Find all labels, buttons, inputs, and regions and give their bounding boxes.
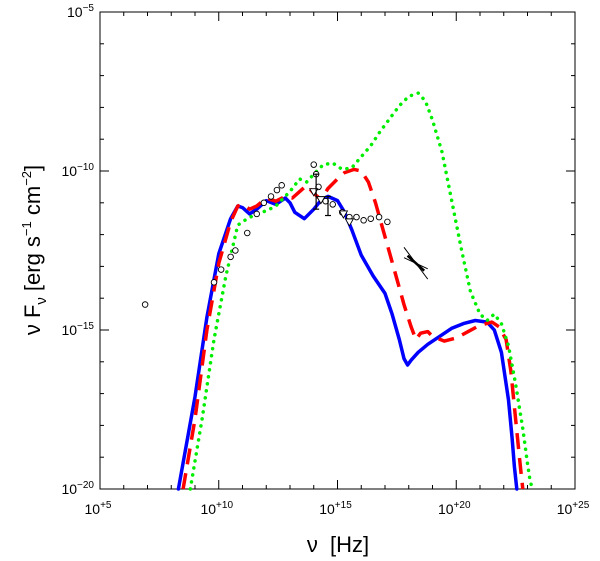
x-tick-label: 10+15 — [319, 500, 352, 517]
bowtie-center — [406, 254, 426, 272]
y-axis-title: ν Fν [erg s−1 cm−2] — [19, 165, 50, 335]
y-tick-label: 10−20 — [61, 480, 94, 497]
observation-point — [384, 218, 391, 226]
upper-limit-marker — [338, 210, 349, 219]
y-axis-unit-open: [erg s — [20, 236, 45, 291]
observation-point — [243, 229, 251, 237]
y-tick-label: 10−15 — [61, 321, 94, 338]
observation-point — [367, 215, 375, 222]
x-tick-label: 10+25 — [557, 500, 590, 517]
observation-point — [232, 247, 239, 254]
x-tick-label: 10+5 — [85, 500, 112, 517]
observation-point — [260, 199, 268, 207]
x-tick-label: 10+10 — [200, 500, 233, 517]
axis-ticks — [99, 11, 576, 490]
x-tick-label: 10+20 — [438, 500, 471, 517]
model-dashed-red — [181, 167, 525, 490]
observation-point — [210, 279, 218, 286]
y-tick-label: 10−10 — [61, 162, 94, 179]
observation-point — [253, 210, 260, 218]
observation-point — [141, 301, 149, 308]
y-tick-label: 10−5 — [67, 3, 94, 20]
series-layer — [176, 91, 535, 491]
observation-point — [353, 213, 360, 221]
y-axis-sup2: −2 — [19, 171, 34, 186]
observation-point — [278, 182, 285, 189]
plot-frame — [99, 11, 576, 490]
y-axis-unit-close: ] — [20, 165, 45, 171]
x-axis-symbol: ν — [307, 532, 318, 557]
tick-labels: 10+5 10+10 10+15 10+20 10+25 10−5 10−10 10−15 10… — [61, 3, 589, 517]
x-axis-title: ν [Hz] — [307, 532, 369, 557]
observation-point — [329, 201, 337, 208]
observation-point — [217, 266, 225, 273]
observation-point — [360, 217, 367, 224]
y-axis-sub: ν — [33, 297, 50, 305]
model-solid-blue — [176, 194, 519, 491]
observation-point — [267, 193, 275, 200]
upper-limit-marker — [316, 196, 326, 205]
y-axis-prefix: ν F — [20, 305, 45, 336]
observation-point — [375, 213, 383, 221]
y-axis-sup1: −1 — [19, 221, 34, 236]
model-dotted-green — [188, 91, 535, 491]
y-axis-unit-mid: cm — [20, 186, 45, 221]
upper-limit-marker — [344, 218, 355, 227]
observation-point — [227, 253, 234, 261]
x-axis-unit: [Hz] — [330, 532, 369, 557]
observation-point — [273, 186, 281, 194]
observation-points — [141, 161, 429, 308]
observation-point — [310, 161, 318, 168]
